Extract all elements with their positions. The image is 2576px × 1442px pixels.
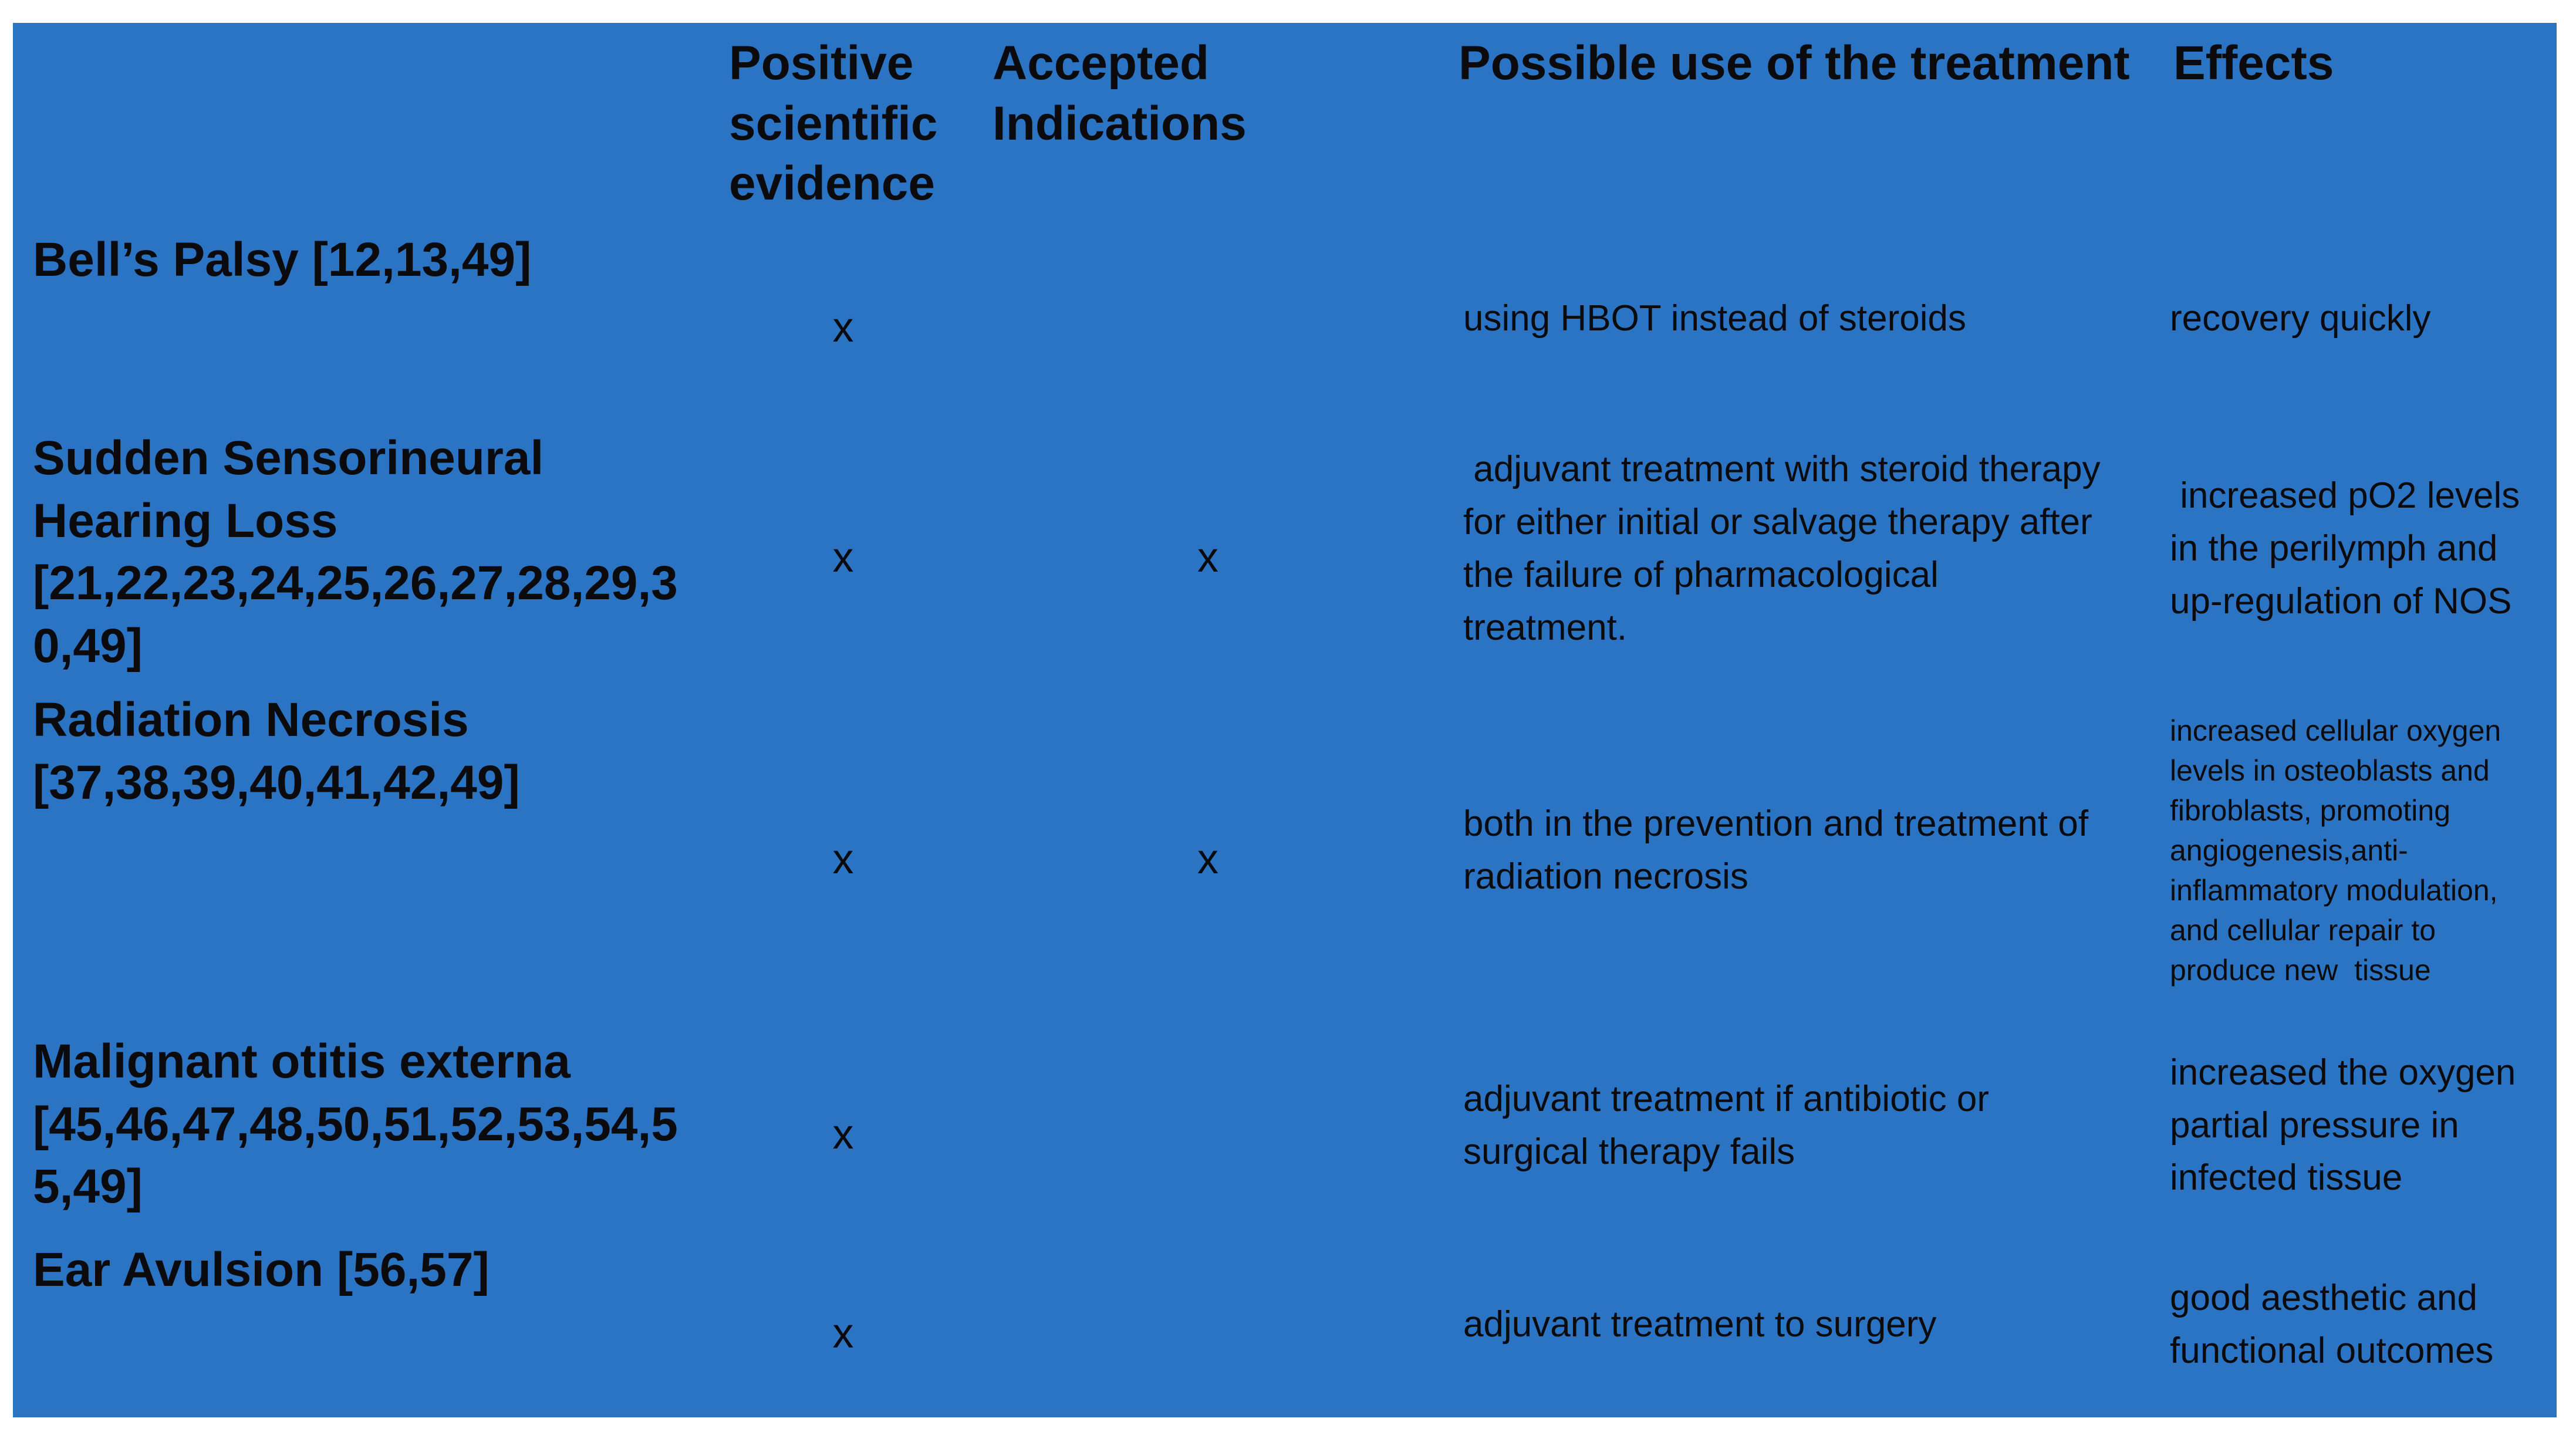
hbot-indications-table: Positive scientific evidence Accepted In… bbox=[13, 23, 2557, 1417]
possible-use-cell: adjuvant treatment with steroid therapy … bbox=[1463, 449, 2111, 648]
header-possible-use: Possible use of the treatment bbox=[1459, 36, 2130, 90]
condition-name-cell: Radiation Necrosis [37,38,39,40,41,42,49… bbox=[33, 693, 520, 809]
positive-evidence-cell: x bbox=[832, 1310, 854, 1357]
positive-evidence-cell: x bbox=[832, 534, 854, 581]
condition-name-cell: Malignant otitis externa [45,46,47,48,50… bbox=[33, 1035, 678, 1214]
possible-use-cell: adjuvant treatment to surgery bbox=[1463, 1304, 1937, 1345]
condition-name-cell: Ear Avulsion [56,57] bbox=[33, 1243, 489, 1296]
positive-evidence-cell: x bbox=[832, 836, 854, 883]
header-positive-scientific-evidence: Positive scientific evidence bbox=[729, 36, 938, 210]
possible-use-cell: both in the prevention and treatment of … bbox=[1463, 803, 2099, 897]
condition-name-cell: Sudden Sensorineural Hearing Loss [21,22… bbox=[33, 431, 678, 673]
possible-use-cell: adjuvant treatment if antibiotic or surg… bbox=[1463, 1078, 2000, 1172]
effects-cell: recovery quickly bbox=[2170, 298, 2431, 339]
accepted-indication-cell: x bbox=[1197, 534, 1218, 581]
possible-use-cell: using HBOT instead of steroids bbox=[1463, 298, 1966, 339]
header-effects: Effects bbox=[2173, 36, 2334, 90]
effects-cell: increased the oxygen partial pressure in… bbox=[2170, 1052, 2526, 1198]
accepted-indication-cell bbox=[976, 1232, 1440, 1417]
accepted-indication-cell: x bbox=[1197, 836, 1218, 883]
header-accepted-indications: Accepted Indications bbox=[992, 36, 1247, 150]
effects-cell: increased pO2 levels in the perilymph an… bbox=[2170, 475, 2530, 622]
positive-evidence-cell: x bbox=[832, 1110, 854, 1158]
positive-evidence-cell: x bbox=[832, 304, 854, 351]
accepted-indication-cell bbox=[976, 222, 1440, 416]
accepted-indication-cell bbox=[976, 1024, 1440, 1227]
condition-name-cell: Bell’s Palsy [12,13,49] bbox=[33, 233, 532, 286]
header-condition bbox=[15, 26, 710, 217]
effects-cell: good aesthetic and functional outcomes bbox=[2170, 1278, 2494, 1371]
effects-cell: increased cellular oxygen levels in oste… bbox=[2170, 714, 2510, 987]
